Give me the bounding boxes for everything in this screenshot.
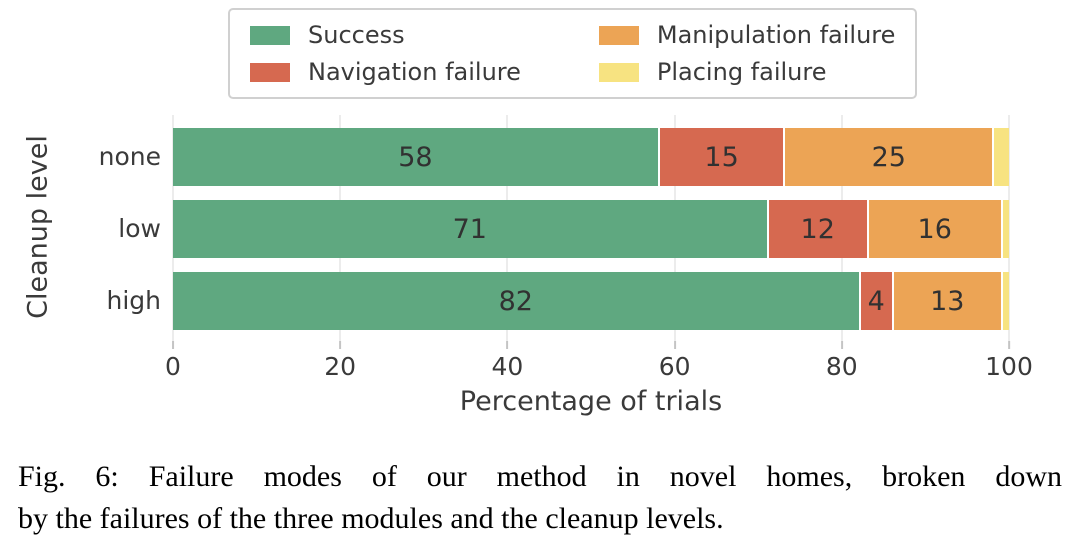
legend-item-success: Success bbox=[250, 20, 521, 50]
x-tick-mark bbox=[1008, 341, 1010, 349]
segment-manipulation-failure-high: 13 bbox=[891, 272, 1001, 330]
chart-legend: Success Navigation failure Manipulation fa… bbox=[228, 8, 918, 99]
y-tick-label-low: low bbox=[118, 214, 161, 243]
legend-label: Manipulation failure bbox=[656, 21, 896, 49]
legend-swatch-navigation-failure bbox=[250, 62, 290, 82]
bar-low: 71 12 16 bbox=[173, 200, 1009, 258]
legend-swatch-manipulation-failure bbox=[598, 25, 639, 45]
segment-navigation-failure-high: 4 bbox=[858, 272, 892, 330]
x-tick-label: 20 bbox=[324, 352, 357, 381]
legend-item-navigation-failure: Navigation failure bbox=[250, 57, 521, 87]
bar-value-label: 71 bbox=[452, 213, 487, 245]
x-tick-100: 100 bbox=[985, 341, 1033, 381]
segment-navigation-failure-none: 15 bbox=[657, 128, 784, 186]
x-tick-mark bbox=[172, 341, 174, 349]
legend-swatch-placing-failure bbox=[598, 62, 639, 82]
gridline-100 bbox=[1008, 115, 1010, 341]
segment-manipulation-failure-none: 25 bbox=[783, 128, 993, 186]
legend-item-placing-failure: Placing failure bbox=[598, 57, 896, 87]
x-tick-label: 0 bbox=[165, 352, 181, 381]
bar-value-label: 82 bbox=[498, 285, 533, 317]
segment-manipulation-failure-low: 16 bbox=[866, 200, 1001, 258]
caption-line-1: Fig. 6: Failure modes of our method in n… bbox=[18, 460, 1062, 493]
x-tick-0: 0 bbox=[165, 341, 181, 381]
x-tick-label: 80 bbox=[825, 352, 858, 381]
bar-value-label: 12 bbox=[800, 213, 835, 245]
bar-value-label: 58 bbox=[398, 141, 433, 173]
y-tick-labels: none low high bbox=[0, 115, 161, 341]
legend-label: Placing failure bbox=[656, 58, 827, 86]
x-tick-label: 60 bbox=[658, 352, 691, 381]
caption-line-2: by the failures of the three modules and… bbox=[18, 502, 724, 535]
legend-item-manipulation-failure: Manipulation failure bbox=[598, 20, 896, 50]
x-tick-20: 20 bbox=[324, 341, 356, 381]
x-tick-label: 40 bbox=[491, 352, 524, 381]
segment-success-low: 71 bbox=[173, 200, 767, 258]
plot-area: 58 15 25 71 12 16 82 4 13 bbox=[172, 115, 1010, 341]
x-tick-mark bbox=[673, 341, 676, 349]
bar-value-label: 13 bbox=[930, 285, 965, 317]
x-tick-80: 80 bbox=[826, 341, 858, 381]
bar-value-label: 15 bbox=[704, 141, 739, 173]
segment-placing-failure-low bbox=[1000, 200, 1009, 258]
x-tick-60: 60 bbox=[659, 341, 691, 381]
segment-placing-failure-none bbox=[992, 128, 1009, 186]
figure-caption: Fig. 6: Failure modes of our method in n… bbox=[0, 456, 1080, 540]
segment-success-none: 58 bbox=[173, 128, 658, 186]
y-tick-label-none: none bbox=[98, 142, 161, 171]
bar-none: 58 15 25 bbox=[173, 128, 1009, 186]
segment-success-high: 82 bbox=[173, 272, 859, 330]
legend-label: Success bbox=[308, 21, 405, 49]
bar-value-label: 4 bbox=[867, 285, 885, 317]
x-tick-label: 100 bbox=[985, 352, 1033, 381]
legend-swatch-success bbox=[250, 25, 290, 45]
y-tick-label-high: high bbox=[106, 286, 161, 315]
x-tick-mark bbox=[506, 341, 509, 349]
x-axis-label: Percentage of trials bbox=[459, 386, 723, 417]
x-tick-40: 40 bbox=[491, 341, 523, 381]
segment-navigation-failure-low: 12 bbox=[766, 200, 867, 258]
bars: 58 15 25 71 12 16 82 4 13 bbox=[173, 115, 1009, 341]
legend-label: Navigation failure bbox=[308, 58, 521, 86]
bar-value-label: 25 bbox=[871, 141, 906, 173]
x-tick-mark bbox=[339, 341, 342, 349]
bar-value-label: 16 bbox=[917, 213, 952, 245]
x-tick-mark bbox=[840, 341, 843, 349]
bar-high: 82 4 13 bbox=[173, 272, 1009, 330]
x-axis-ticks: 0 20 40 60 80 100 bbox=[165, 341, 1033, 383]
segment-placing-failure-high bbox=[1000, 272, 1009, 330]
